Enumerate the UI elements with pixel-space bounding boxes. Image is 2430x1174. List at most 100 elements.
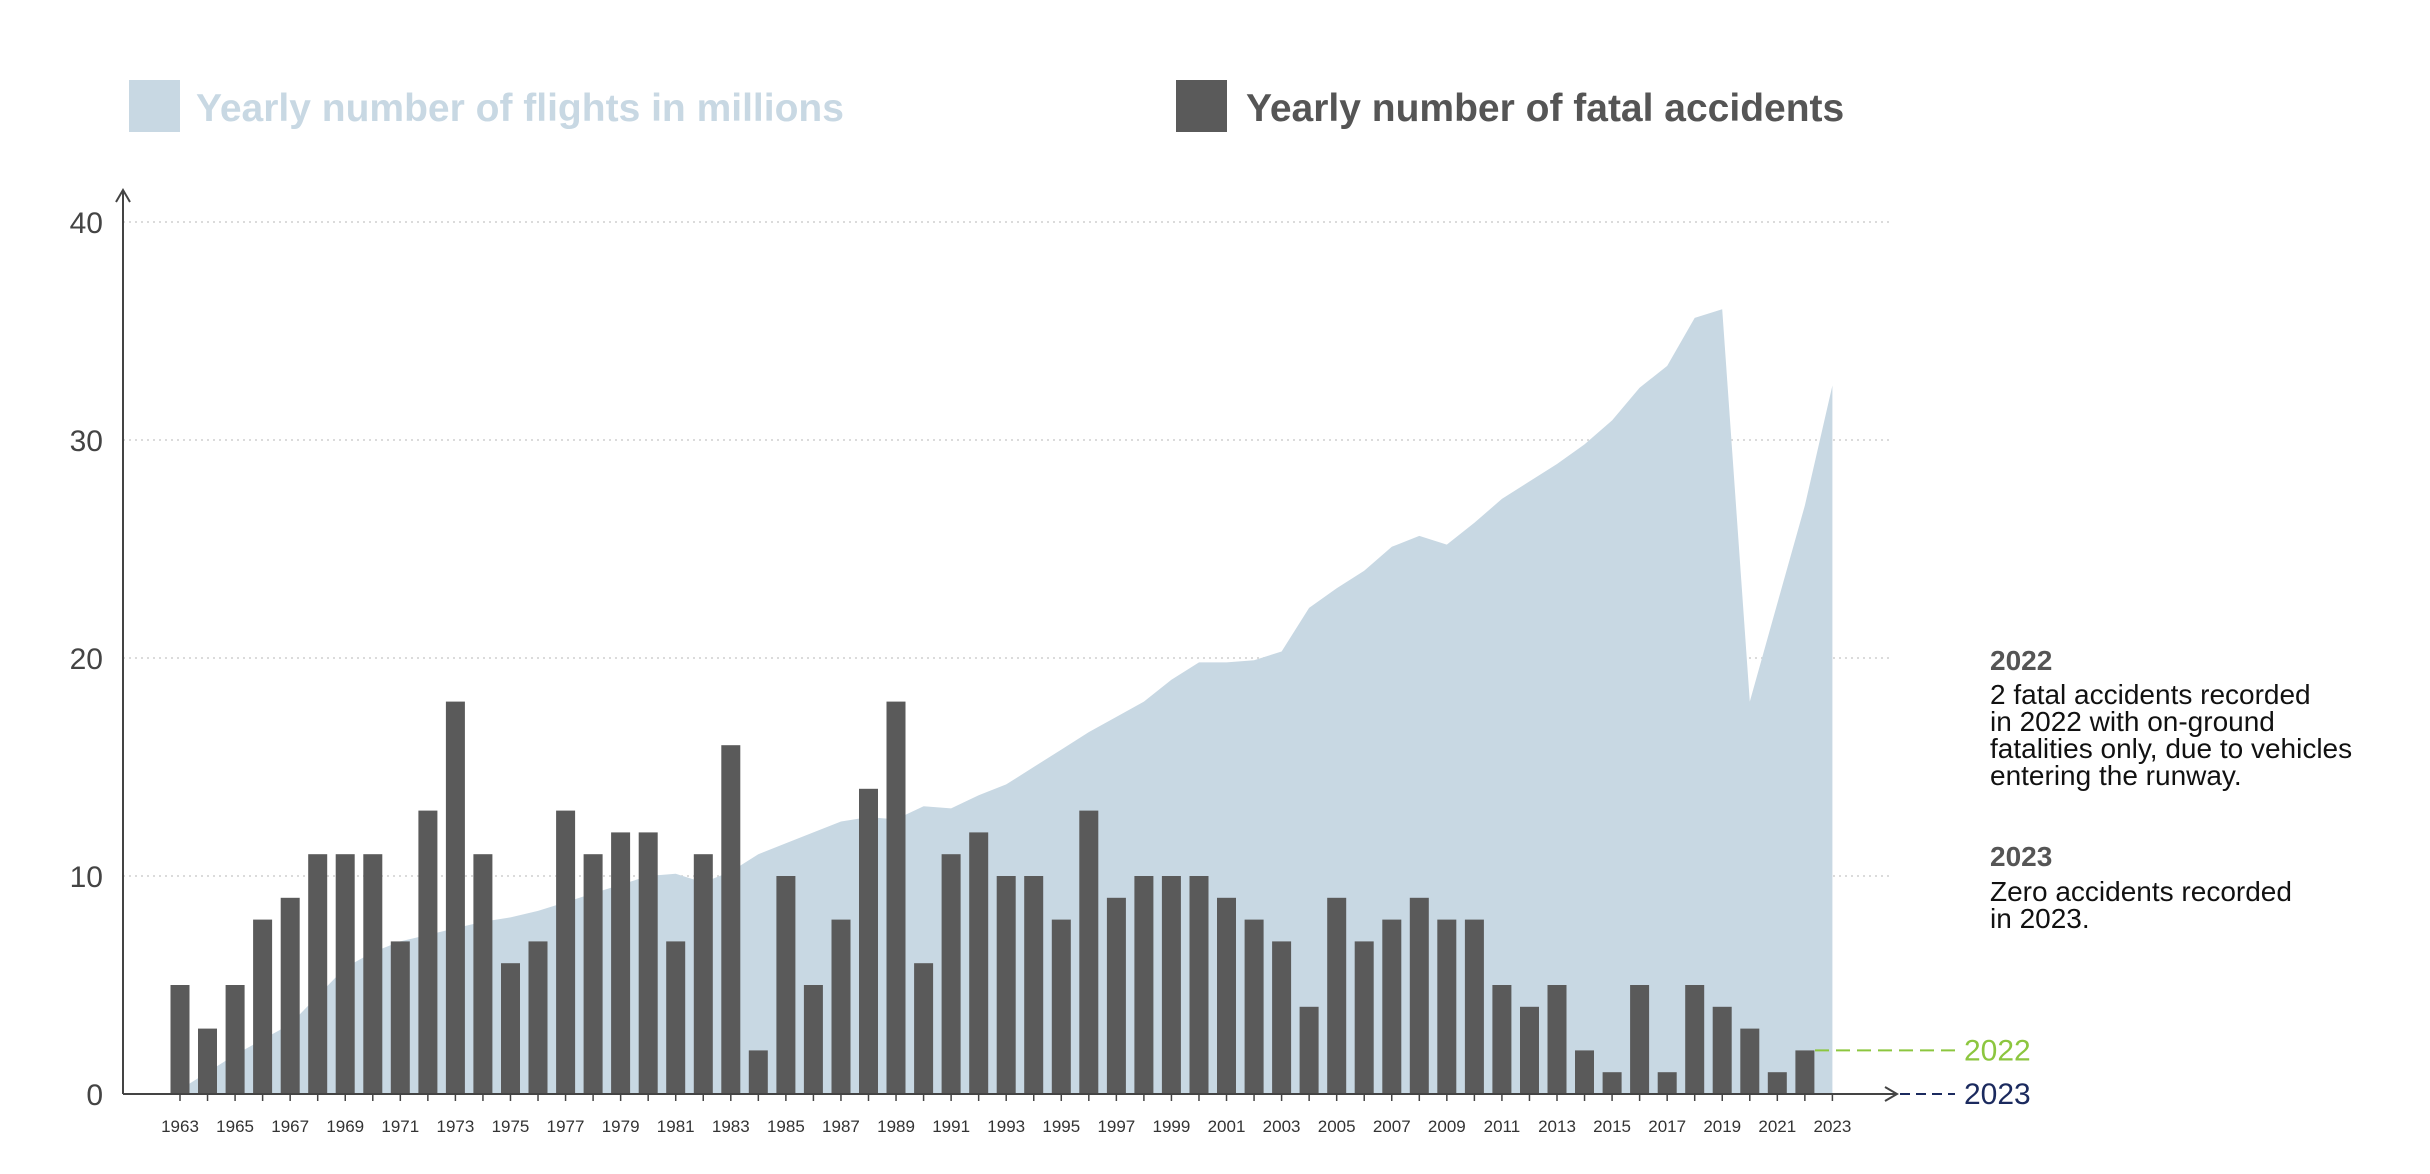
accident-bar [1382,919,1402,1094]
x-tick-label: 2009 [1428,1117,1466,1136]
y-axis-arrow [115,188,131,203]
annotation-2022-year: 2022 [1990,645,2052,676]
accident-bar [1244,919,1264,1094]
accident-bar [1740,1028,1760,1094]
marker-label-2023: 2023 [1964,1078,2031,1111]
x-tick-labels: 1963 1965 1967 1969 1971 1973 1975 1977 1979 1981… [161,1117,1851,1136]
accident-bar [941,854,961,1094]
annotation-2022-line: entering the runway. [1990,760,2242,791]
x-tick-label: 2003 [1263,1117,1301,1136]
accident-bar [996,876,1016,1094]
accident-bar [1492,985,1512,1094]
accident-bar [1409,897,1429,1094]
x-tick-label: 1993 [987,1117,1025,1136]
accident-bar [1134,876,1154,1094]
accident-bar [556,810,576,1094]
x-tick-label: 1965 [216,1117,254,1136]
accident-bar [1354,941,1374,1094]
axes [115,188,1899,1102]
accident-bar [1630,985,1650,1094]
accident-bar [776,876,796,1094]
legend-label-flights: Yearly number of flights in millions [196,87,844,130]
y-tick-label: 0 [86,1079,103,1112]
x-tick-label: 1967 [271,1117,309,1136]
x-tick-label: 2005 [1318,1117,1356,1136]
annotations: 2022 2 fatal accidents recorded in 2022 … [1990,645,2352,934]
accident-bar [253,919,273,1094]
annotation-2022-line: fatalities only, due to vehicles [1990,733,2352,764]
x-tick-label: 1997 [1097,1117,1135,1136]
x-tick-label: 1963 [161,1117,199,1136]
annotation-2022-line: in 2022 with on-ground [1990,706,2275,737]
accident-bar [693,854,713,1094]
accident-bar [501,963,520,1094]
accident-bar [1161,876,1181,1094]
accident-bar [418,810,438,1094]
annotation-2023-line: Zero accidents recorded [1990,876,2292,907]
x-tick-label: 1983 [712,1117,750,1136]
accident-bars [170,701,1815,1094]
x-tick-label: 1971 [381,1117,419,1136]
annotation-2023: 2023 Zero accidents recorded in 2023. [1990,841,2292,934]
legend: Yearly number of flights in millions Yea… [129,80,1844,132]
accident-bar [225,985,245,1094]
accident-bar [1189,876,1209,1094]
x-tick-label: 1991 [932,1117,970,1136]
x-tick-label: 2023 [1813,1117,1851,1136]
accident-bar [170,985,190,1094]
accident-bar [638,832,658,1094]
accident-bar [1657,1072,1677,1094]
accident-bar [390,941,410,1094]
x-tick-label: 2019 [1703,1117,1741,1136]
y-tick-label: 20 [70,643,103,676]
annotation-2023-year: 2023 [1990,841,2052,872]
x-tick-label: 1977 [547,1117,585,1136]
legend-swatch-flights [129,80,180,132]
accident-bar [831,919,851,1094]
y-tick-labels: 0 10 20 30 40 [70,207,103,1112]
annotation-2022: 2022 2 fatal accidents recorded in 2022 … [1990,645,2352,791]
accident-bar [1327,897,1347,1094]
accident-bar [859,788,878,1094]
x-tick-label: 2011 [1484,1117,1521,1136]
accident-bar [1079,810,1099,1094]
accident-bar [969,832,989,1094]
accident-bar [914,963,934,1094]
annotation-2023-line: in 2023. [1990,903,2090,934]
accident-bar [528,941,548,1094]
accident-bar [280,897,300,1094]
x-tick-label: 1987 [822,1117,860,1136]
accident-bar [1437,919,1457,1094]
accident-bar [1712,1006,1732,1094]
accident-bar [1520,1006,1539,1094]
legend-label-accidents: Yearly number of fatal accidents [1246,87,1844,130]
accident-bar [1464,919,1484,1094]
accident-bar [335,854,355,1094]
accident-bar [1299,1006,1319,1094]
x-tick-label: 1975 [492,1117,530,1136]
x-tick-label: 1995 [1042,1117,1080,1136]
accident-bar [1795,1050,1815,1094]
accident-bar [1767,1072,1787,1094]
accident-bar [611,832,631,1094]
x-tick-label: 1979 [602,1117,640,1136]
accident-bar [363,854,383,1094]
x-tick-label: 2017 [1648,1117,1686,1136]
accident-bar [748,1050,768,1094]
accident-bar [803,985,823,1094]
accident-bar [473,854,493,1094]
x-tick-label: 2007 [1373,1117,1411,1136]
accident-bar [1685,985,1705,1094]
accident-bar [198,1028,217,1094]
x-tick-label: 2015 [1593,1117,1631,1136]
x-tick-label: 1981 [657,1117,695,1136]
x-tick-label: 1999 [1153,1117,1191,1136]
accident-bar [1575,1050,1594,1094]
accident-bar [1106,897,1126,1094]
accident-bar [1024,876,1044,1094]
value-markers: 2022 2023 [1815,1034,2031,1111]
accident-bar [1051,919,1071,1094]
y-tick-label: 10 [70,861,103,894]
y-tick-label: 30 [70,425,103,458]
